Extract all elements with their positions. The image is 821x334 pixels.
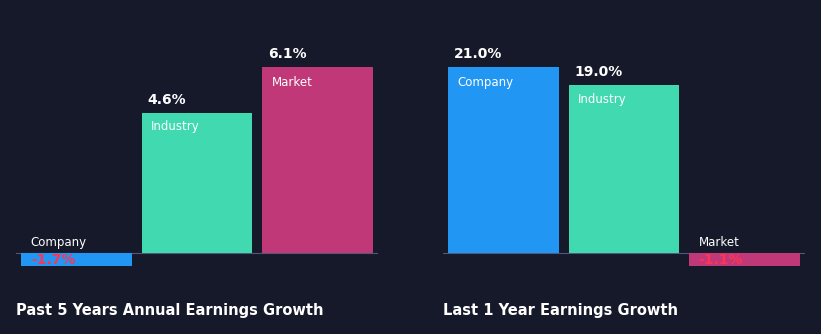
Text: 4.6%: 4.6% xyxy=(148,93,186,107)
Text: 21.0%: 21.0% xyxy=(454,47,502,61)
Text: Market: Market xyxy=(272,76,313,89)
Text: Company: Company xyxy=(31,236,87,248)
Text: 19.0%: 19.0% xyxy=(575,65,623,79)
Text: Industry: Industry xyxy=(578,93,627,106)
Bar xyxy=(21,253,132,266)
Text: Past 5 Years Annual Earnings Growth: Past 5 Years Annual Earnings Growth xyxy=(16,303,324,318)
Text: Market: Market xyxy=(699,236,740,248)
Text: Last 1 Year Earnings Growth: Last 1 Year Earnings Growth xyxy=(443,303,678,318)
Bar xyxy=(689,253,800,266)
Bar xyxy=(569,85,679,253)
Bar xyxy=(262,67,373,253)
Bar xyxy=(142,113,252,253)
Text: -1.1%: -1.1% xyxy=(699,253,743,267)
Bar xyxy=(448,67,559,253)
Text: 6.1%: 6.1% xyxy=(268,47,307,61)
Text: -1.7%: -1.7% xyxy=(31,253,76,267)
Text: Industry: Industry xyxy=(151,120,200,133)
Text: Company: Company xyxy=(458,76,514,89)
